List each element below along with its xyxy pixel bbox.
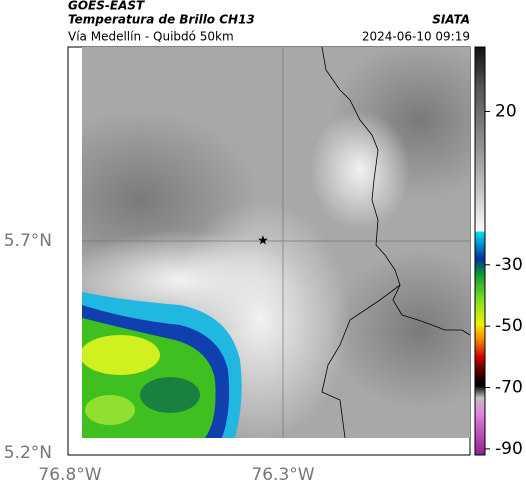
- colorbar-tick-label: -50: [495, 316, 523, 336]
- route: Vía Medellín - Quibdó 50km: [68, 30, 234, 44]
- product: Temperatura de Brillo CH13: [68, 13, 255, 27]
- lon-label: 76.8°W: [38, 465, 101, 485]
- svg-text:★: ★: [257, 234, 269, 249]
- colorbar-tick-label: 20: [495, 101, 517, 121]
- satellite-image: ★: [82, 47, 470, 438]
- timestamp: 2024-06-10 09:19: [362, 30, 470, 44]
- colorbar-tick-label: -90: [495, 439, 523, 459]
- lat-label: 5.2°N: [4, 443, 52, 463]
- colorbar: [474, 46, 486, 456]
- source: GOES-EAST: [68, 0, 145, 13]
- agency: SIATA: [432, 13, 470, 27]
- colorbar-tick-label: -30: [495, 255, 523, 275]
- lon-label: 76.3°W: [251, 465, 314, 485]
- lat-label: 5.7°N: [4, 231, 52, 251]
- colorbar-tick-label: -70: [495, 378, 523, 398]
